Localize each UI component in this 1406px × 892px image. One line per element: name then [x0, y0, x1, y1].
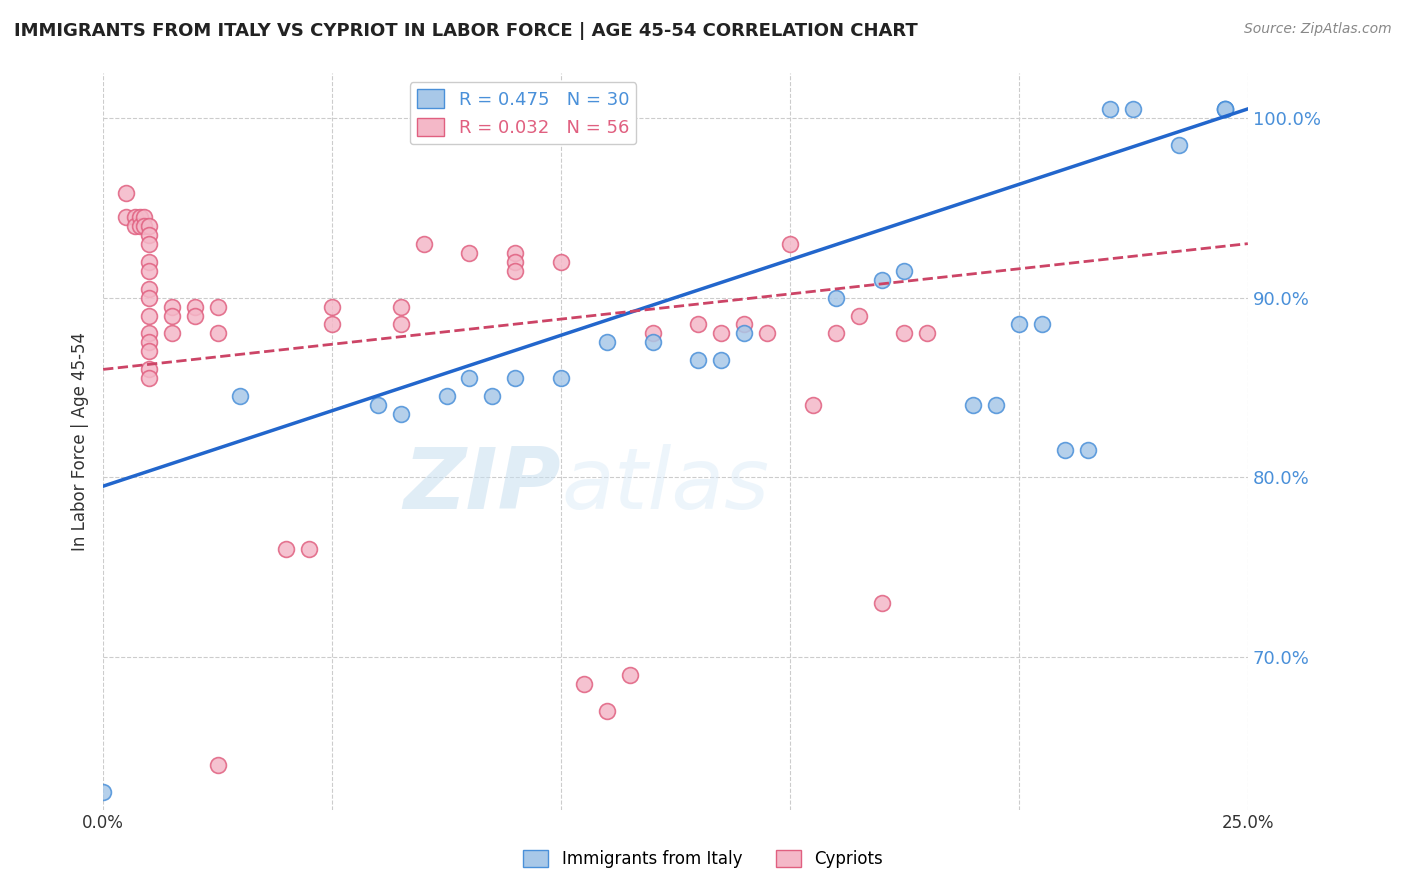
Point	[128, 219, 150, 233]
Text: Source: ZipAtlas.com: Source: ZipAtlas.com	[1244, 22, 1392, 37]
Point	[962, 398, 984, 412]
Y-axis label: In Labor Force | Age 45-54: In Labor Force | Age 45-54	[72, 332, 89, 550]
Point	[138, 227, 160, 242]
Point	[138, 344, 160, 359]
Point	[458, 371, 481, 385]
Point	[207, 326, 229, 341]
Point	[276, 542, 298, 557]
Point	[115, 186, 138, 201]
Point	[984, 398, 1007, 412]
Point	[138, 326, 160, 341]
Point	[596, 335, 619, 350]
Legend: R = 0.475   N = 30, R = 0.032   N = 56: R = 0.475 N = 30, R = 0.032 N = 56	[409, 82, 637, 145]
Point	[641, 335, 664, 350]
Point	[138, 309, 160, 323]
Point	[550, 254, 572, 268]
Text: atlas: atlas	[561, 444, 769, 527]
Point	[1168, 137, 1191, 152]
Point	[824, 326, 846, 341]
Point	[138, 263, 160, 277]
Point	[1213, 102, 1236, 116]
Point	[870, 272, 893, 286]
Point	[321, 300, 343, 314]
Legend: Immigrants from Italy, Cypriots: Immigrants from Italy, Cypriots	[517, 843, 889, 875]
Point	[756, 326, 779, 341]
Point	[412, 236, 434, 251]
Point	[160, 300, 183, 314]
Point	[367, 398, 389, 412]
Point	[710, 353, 733, 368]
Point	[1077, 443, 1099, 458]
Point	[1213, 102, 1236, 116]
Point	[733, 326, 755, 341]
Point	[870, 596, 893, 610]
Point	[298, 542, 321, 557]
Point	[138, 281, 160, 295]
Text: IMMIGRANTS FROM ITALY VS CYPRIOT IN LABOR FORCE | AGE 45-54 CORRELATION CHART: IMMIGRANTS FROM ITALY VS CYPRIOT IN LABO…	[14, 22, 918, 40]
Point	[1122, 102, 1144, 116]
Point	[917, 326, 939, 341]
Point	[458, 245, 481, 260]
Point	[824, 291, 846, 305]
Point	[124, 219, 146, 233]
Point	[619, 668, 641, 682]
Point	[229, 389, 252, 403]
Point	[779, 236, 801, 251]
Point	[389, 407, 412, 421]
Point	[550, 102, 572, 116]
Point	[134, 219, 156, 233]
Point	[138, 219, 160, 233]
Point	[893, 263, 915, 277]
Point	[138, 371, 160, 385]
Point	[115, 210, 138, 224]
Point	[893, 326, 915, 341]
Point	[138, 254, 160, 268]
Point	[641, 326, 664, 341]
Point	[436, 389, 458, 403]
Point	[572, 677, 595, 691]
Point	[503, 245, 526, 260]
Point	[688, 353, 710, 368]
Point	[503, 254, 526, 268]
Point	[688, 318, 710, 332]
Point	[138, 362, 160, 376]
Point	[596, 704, 619, 718]
Point	[389, 300, 412, 314]
Point	[160, 326, 183, 341]
Point	[389, 318, 412, 332]
Point	[138, 335, 160, 350]
Point	[801, 398, 824, 412]
Point	[481, 389, 503, 403]
Point	[207, 300, 229, 314]
Point	[124, 210, 146, 224]
Point	[733, 318, 755, 332]
Point	[160, 309, 183, 323]
Point	[138, 236, 160, 251]
Point	[1031, 318, 1053, 332]
Point	[503, 371, 526, 385]
Point	[138, 291, 160, 305]
Point	[1213, 102, 1236, 116]
Point	[503, 263, 526, 277]
Text: ZIP: ZIP	[404, 444, 561, 527]
Point	[1053, 443, 1076, 458]
Point	[207, 757, 229, 772]
Point	[91, 784, 114, 798]
Point	[1099, 102, 1122, 116]
Point	[550, 371, 572, 385]
Point	[848, 309, 870, 323]
Point	[134, 210, 156, 224]
Point	[710, 326, 733, 341]
Point	[1008, 318, 1031, 332]
Point	[128, 210, 150, 224]
Point	[183, 309, 205, 323]
Point	[321, 318, 343, 332]
Point	[183, 300, 205, 314]
